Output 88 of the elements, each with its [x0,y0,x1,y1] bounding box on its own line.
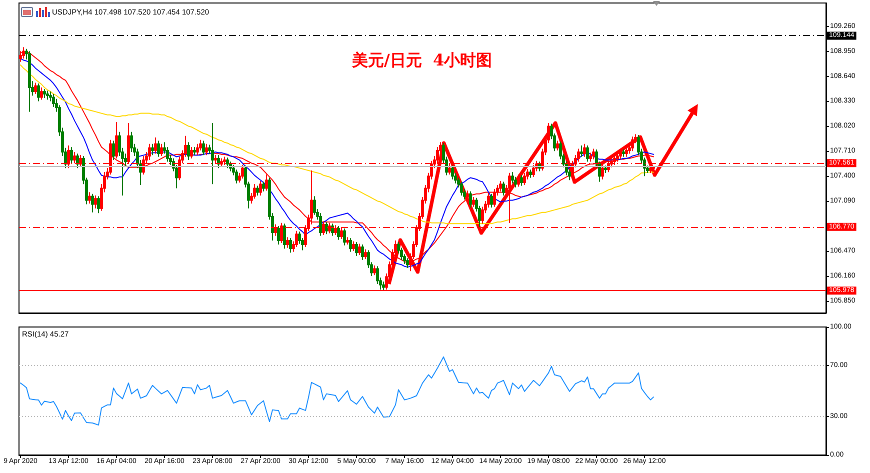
candlestick [346,236,349,246]
candlestick [289,238,292,254]
candlestick [166,146,169,162]
candlestick [349,238,352,252]
candlestick [91,193,94,213]
candlestick [76,153,79,169]
candlestick [325,222,328,235]
candlestick [115,122,118,159]
candlestick [580,145,583,158]
candlestick [352,240,355,252]
candlestick [253,184,256,200]
line-series [20,356,654,426]
candlestick [601,164,604,180]
candlestick [262,181,265,192]
candlestick [460,181,463,196]
candlestick [493,188,496,208]
candlestick [343,228,346,246]
candlestick [277,226,280,246]
candlestick [151,143,154,156]
candlestick [259,180,262,196]
candlestick [154,136,157,154]
candlestick [34,82,37,94]
candlestick [556,140,559,151]
candlestick [520,174,523,186]
candlestick [622,149,625,158]
candlestick [256,185,259,196]
candlestick [157,140,160,158]
candlestick [502,181,505,196]
candlestick [589,152,592,162]
candlestick [283,223,286,250]
candlestick [523,172,526,186]
candlestick [382,281,385,291]
candlestick [196,143,199,156]
candlestick [43,88,46,99]
candlestick [199,139,202,151]
candlestick [583,143,586,158]
candlestick [265,174,268,192]
candlestick [358,243,361,256]
candlestick [472,196,475,208]
candlestick [406,258,409,268]
candlestick [490,193,493,208]
candlestick [112,140,115,161]
text: 美元/日元 4小时图 [351,50,492,70]
candlestick [241,164,244,180]
candlestick [211,122,214,185]
candlestick [160,143,163,156]
candlestick [469,190,472,208]
candlestick [190,146,193,159]
candlestick [40,87,43,100]
candlestick [235,169,238,184]
candlestick [286,236,289,248]
candlestick [130,131,133,152]
candlestick [205,143,208,156]
candlestick [94,194,97,209]
candlestick [619,148,622,160]
candlestick [625,146,628,158]
candlestick [337,226,340,240]
candlestick [466,190,469,200]
candlestick [70,146,73,165]
candlestick [319,212,322,236]
candlestick [364,248,367,260]
candlestick [361,244,364,260]
candlestick [88,192,91,204]
candlestick [586,145,589,162]
candlestick [499,180,502,192]
candlestick [73,151,76,164]
candlestick [604,165,607,174]
candlestick [52,93,55,108]
candlestick [631,136,634,152]
candlestick [511,172,514,184]
candlestick [148,143,151,161]
candlestick [373,264,376,276]
candlestick [313,196,316,216]
candlestick [508,172,511,224]
candlestick [202,140,205,156]
candlestick [514,176,517,188]
candlestick [451,165,454,180]
candlestick [193,146,196,156]
candlestick [529,169,532,178]
candlestick [97,196,100,214]
candlestick [355,242,358,256]
candlestick [28,50,31,112]
candlestick [37,83,40,102]
candlestick [517,174,520,188]
candlestick [187,142,190,161]
candlestick [46,90,49,100]
candlestick [592,148,595,160]
candlestick [226,157,229,169]
